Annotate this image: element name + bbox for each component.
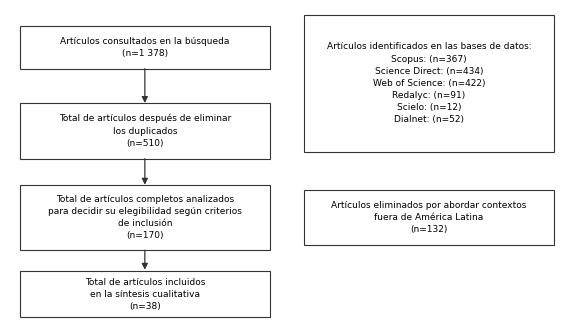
Text: Total de artículos después de eliminar
los duplicados
(n=510): Total de artículos después de eliminar l… <box>59 114 231 148</box>
Text: Artículos consultados en la búsqueda
(n=1 378): Artículos consultados en la búsqueda (n=… <box>60 37 229 58</box>
FancyBboxPatch shape <box>20 103 270 159</box>
FancyBboxPatch shape <box>20 26 270 69</box>
Text: Artículos eliminados por abordar contextos
fuera de América Latina
(n=132): Artículos eliminados por abordar context… <box>331 201 527 234</box>
Text: Total de artículos incluidos
en la síntesis cualitativa
(n=38): Total de artículos incluidos en la sínte… <box>85 278 205 311</box>
FancyBboxPatch shape <box>20 271 270 317</box>
FancyBboxPatch shape <box>304 190 554 245</box>
Text: Total de artículos completos analizados
para decidir su elegibilidad según crite: Total de artículos completos analizados … <box>48 195 242 240</box>
FancyBboxPatch shape <box>304 15 554 152</box>
Text: Artículos identificados en las bases de datos:
Scopus: (n=367)
Science Direct: (: Artículos identificados en las bases de … <box>327 43 531 124</box>
FancyBboxPatch shape <box>20 185 270 250</box>
